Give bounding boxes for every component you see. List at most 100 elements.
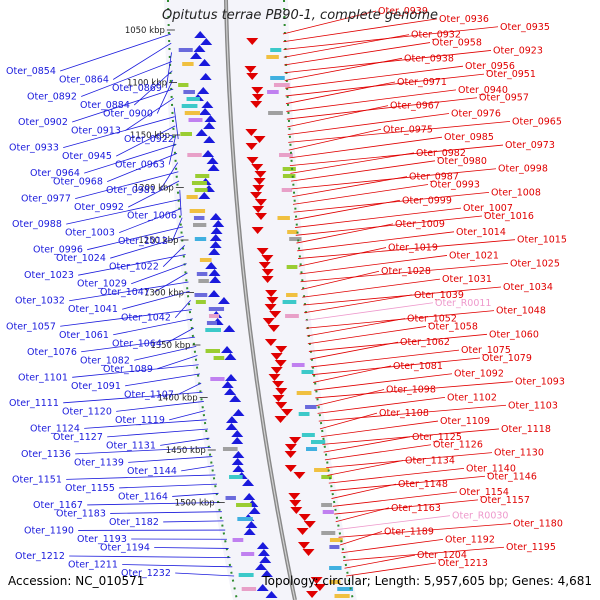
connector-right xyxy=(303,294,413,314)
left-gene-arrow xyxy=(210,227,223,234)
right-gene-arrow xyxy=(261,276,274,283)
gene-label-right: Oter_1021 xyxy=(449,250,499,261)
gene-label-left: Oter_1155 xyxy=(65,483,115,494)
feature-block xyxy=(337,587,354,591)
gene-label-left: Oter_1012 xyxy=(118,236,168,247)
right-gene-arrow xyxy=(246,38,259,45)
gene-label-right: Oter_1031 xyxy=(442,274,492,285)
connector-right xyxy=(287,105,389,128)
feature-block xyxy=(222,447,238,451)
feature-block xyxy=(296,391,312,395)
right-gene-arrow xyxy=(269,311,282,318)
gene-label-right: Oter_0939 xyxy=(378,6,428,17)
connector-left xyxy=(159,162,179,191)
gene-label-left: Oter_1101 xyxy=(18,372,68,383)
connector-left xyxy=(81,61,173,97)
right-gene-arrow xyxy=(253,136,266,143)
right-gene-arrow xyxy=(275,346,288,353)
feature-block xyxy=(182,62,194,66)
right-gene-arrow xyxy=(250,192,263,199)
connector-right xyxy=(295,215,483,236)
gene-label-left: Oter_1111 xyxy=(9,398,59,409)
connector-right xyxy=(328,467,465,484)
connector-left xyxy=(78,254,186,276)
kbp-tick-label: 1300 kbp xyxy=(144,289,184,299)
left-gene-arrow xyxy=(198,59,211,66)
label-connectors xyxy=(60,10,516,577)
feature-block xyxy=(194,293,208,297)
gene-label-left: Oter_1144 xyxy=(127,466,177,477)
right-gene-arrow xyxy=(272,381,285,388)
gene-label-left: Oter_1136 xyxy=(21,449,71,460)
feature-block xyxy=(180,132,193,136)
left-gene-arrow xyxy=(193,45,206,52)
connector-left xyxy=(134,345,197,361)
feature-block xyxy=(198,279,209,283)
connector-right xyxy=(290,152,415,174)
gene-label-left: Oter_1003 xyxy=(65,228,115,239)
left-gene-arrow xyxy=(248,507,261,514)
connector-left xyxy=(172,492,219,497)
connector-right xyxy=(312,365,392,383)
gene-label-left: Oter_1119 xyxy=(115,415,165,426)
feature-block xyxy=(194,188,208,192)
gene-label-right: Oter_0923 xyxy=(493,45,543,56)
right-gene-arrow xyxy=(250,101,263,108)
gene-label-right: Oter_0967 xyxy=(390,101,440,112)
left-gene-arrow xyxy=(212,220,225,227)
connector-left xyxy=(160,437,210,446)
feature-block xyxy=(208,314,220,318)
left-gene-arrow xyxy=(265,591,278,598)
gene-label-right: Oter_1014 xyxy=(456,227,506,238)
accession-label: Accession: NC_010571 xyxy=(8,574,145,588)
left-gene-arrow xyxy=(231,437,244,444)
right-gene-arrow xyxy=(297,542,310,549)
connector-right xyxy=(309,341,399,360)
left-gene-arrow xyxy=(208,269,221,276)
left-gene-arrow xyxy=(257,549,270,556)
connector-left xyxy=(163,520,224,523)
gene-label-right: Oter_0951 xyxy=(486,69,536,80)
left-gene-arrow xyxy=(232,451,245,458)
connector-left xyxy=(124,97,174,131)
feature-block xyxy=(285,314,299,318)
left-gene-arrow xyxy=(231,458,244,465)
gene-label-right: Oter_0975 xyxy=(383,124,433,135)
gene-label-left: Oter_1089 xyxy=(103,364,153,375)
right-gene-arrow xyxy=(296,528,309,535)
feature-block xyxy=(188,118,203,122)
gene-label-left: Oter_1076 xyxy=(27,347,77,358)
feature-block xyxy=(189,209,206,213)
feature-block xyxy=(241,587,257,591)
gene-label-right: Oter_1007 xyxy=(463,203,513,214)
connector-right xyxy=(319,412,378,430)
gene-label-left: Oter_1167 xyxy=(33,500,83,511)
feature-block xyxy=(322,510,334,514)
gene-label-right: Oter_1093 xyxy=(515,377,565,388)
gene-label-left: Oter_1107 xyxy=(124,389,174,400)
connector-left xyxy=(107,153,178,182)
connector-right xyxy=(323,436,411,453)
gene-label-right: Oter_1019 xyxy=(388,243,438,254)
connector-left xyxy=(60,309,192,327)
gene-label-left: Oter_1164 xyxy=(118,491,168,502)
right-gene-arrow xyxy=(275,388,288,395)
right-gene-arrow xyxy=(246,73,259,80)
gene-label-left: Oter_1194 xyxy=(100,542,150,553)
right-gene-arrow xyxy=(265,290,278,297)
left-gene-arrow xyxy=(195,129,208,136)
right-gene-arrow xyxy=(251,164,264,171)
left-gene-arrow xyxy=(202,150,215,157)
connector-left xyxy=(153,272,188,293)
left-strand-labels: Oter_0854Oter_0864Oter_0869Oter_0892Oter… xyxy=(6,66,177,579)
right-gene-arrow xyxy=(256,248,269,255)
gene-label-right: Oter_1213 xyxy=(438,558,488,569)
connector-left xyxy=(69,281,189,302)
gene-label-right: Oter_1028 xyxy=(381,266,431,277)
connector-right xyxy=(294,207,462,228)
feature-block xyxy=(329,538,343,542)
gene-label-right: Oter_0957 xyxy=(479,93,529,104)
genome-summary: Topology: circular; Length: 5,957,605 bp… xyxy=(262,574,592,588)
left-gene-arrow xyxy=(204,115,217,122)
feature-block xyxy=(178,48,193,52)
